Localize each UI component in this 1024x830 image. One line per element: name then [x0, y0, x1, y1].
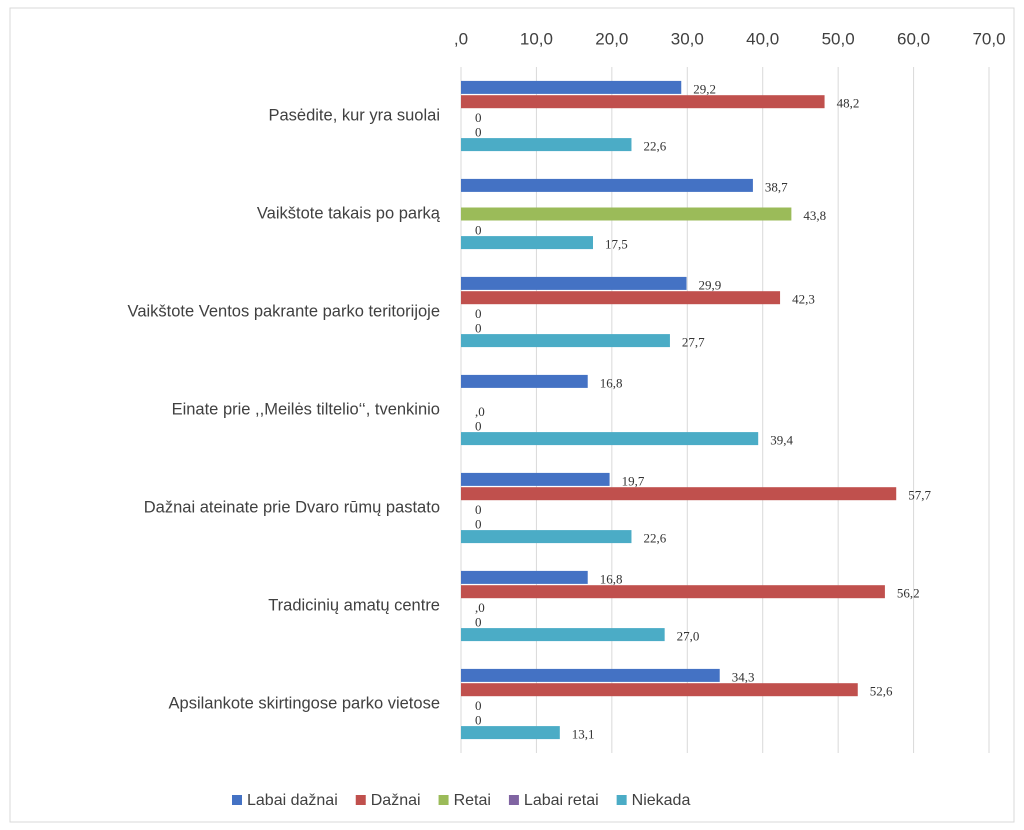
category-label: Vaikštote Ventos pakrante parko teritori…	[128, 302, 440, 320]
value-label: 22,6	[643, 531, 666, 546]
value-label: 13,1	[572, 727, 595, 742]
category-label: Dažnai ateinate prie Dvaro rūmų pastato	[144, 498, 440, 516]
bar	[461, 236, 593, 250]
legend-swatch	[232, 795, 242, 805]
value-label: 43,8	[803, 208, 826, 223]
value-label: 0	[475, 614, 482, 629]
bar	[461, 291, 781, 305]
legend-label: Dažnai	[371, 792, 421, 809]
bar	[461, 472, 610, 486]
bar	[461, 585, 885, 599]
value-label: 0	[475, 124, 482, 139]
value-label: 52,6	[870, 684, 893, 699]
value-label: 39,4	[770, 433, 793, 448]
value-label: 56,2	[897, 586, 920, 601]
bar	[461, 207, 792, 221]
value-label: 0	[475, 306, 482, 321]
legend-label: Labai retai	[524, 792, 599, 809]
bar	[461, 530, 632, 544]
bar	[461, 683, 858, 697]
bar	[461, 80, 682, 94]
value-label: 57,7	[908, 488, 931, 503]
value-label: 29,2	[693, 81, 716, 96]
category-label: Pasėdite, kur yra suolai	[268, 106, 440, 124]
bar	[461, 726, 560, 740]
bar	[461, 628, 665, 642]
category-label: Vaikštote takais po parką	[257, 204, 441, 222]
value-label: 17,5	[605, 237, 628, 252]
bar	[461, 138, 632, 152]
chart-border	[9, 7, 1015, 823]
x-tick-label: 30,0	[671, 29, 704, 48]
legend-swatch	[438, 795, 449, 805]
x-tick-label: 40,0	[746, 29, 779, 48]
value-label: 22,6	[643, 139, 666, 154]
value-label: ,0	[475, 600, 485, 615]
bar	[461, 432, 759, 446]
x-tick-label: 20,0	[595, 29, 628, 48]
legend-swatch	[616, 795, 627, 805]
x-tick-label: 70,0	[972, 29, 1005, 48]
x-tick-label: 60,0	[897, 29, 930, 48]
bar	[461, 95, 825, 109]
legend-swatch	[355, 795, 366, 805]
value-label: 48,2	[837, 96, 860, 111]
value-label: 27,0	[677, 629, 700, 644]
bar	[461, 487, 897, 501]
value-label: 42,3	[792, 292, 815, 307]
legend-label: Labai dažnai	[247, 792, 338, 809]
category-label: Tradicinių amatų centre	[268, 596, 440, 614]
value-label: 0	[475, 502, 482, 517]
value-label: 29,9	[699, 277, 722, 292]
category-label: Einate prie ,,Meilės tiltelio‘‘, tvenkin…	[172, 400, 440, 418]
bar	[461, 570, 588, 584]
value-label: 0	[475, 320, 482, 335]
legend-label: Niekada	[632, 792, 691, 809]
value-label: 0	[475, 698, 482, 713]
bar	[461, 668, 720, 682]
value-label: 0	[475, 712, 482, 727]
value-label: 0	[475, 418, 482, 433]
value-label: 0	[475, 110, 482, 125]
x-tick-label: 10,0	[520, 29, 553, 48]
x-tick-label: 50,0	[822, 29, 855, 48]
value-label: ,0	[475, 404, 485, 419]
category-label: Apsilankote skirtingose parko vietose	[169, 694, 440, 712]
value-label: 0	[475, 222, 482, 237]
bar	[461, 276, 687, 290]
value-label: 16,8	[600, 571, 623, 586]
legend-swatch	[508, 795, 519, 805]
value-label: 34,3	[732, 669, 755, 684]
value-label: 19,7	[622, 473, 645, 488]
legend-label: Retai	[454, 792, 491, 809]
value-label: 0	[475, 516, 482, 531]
value-label: 27,7	[682, 335, 705, 350]
bar	[461, 334, 670, 348]
value-label: 16,8	[600, 375, 623, 390]
bar	[461, 374, 588, 388]
bar	[461, 178, 753, 192]
x-tick-label: ,0	[454, 29, 468, 48]
value-label: 38,7	[765, 179, 788, 194]
